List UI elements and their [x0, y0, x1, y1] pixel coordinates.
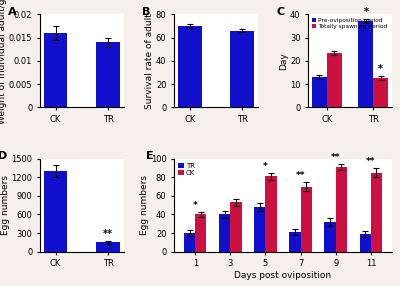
Bar	[195, 214, 206, 252]
Bar	[96, 42, 120, 107]
Y-axis label: Survival rate of adult: Survival rate of adult	[146, 13, 154, 109]
Y-axis label: Egg numbers: Egg numbers	[1, 175, 10, 235]
Bar	[327, 53, 342, 107]
Bar	[324, 222, 336, 252]
Bar	[360, 234, 371, 252]
Text: *: *	[193, 201, 198, 210]
Legend: TR, CK: TR, CK	[178, 162, 196, 177]
Bar	[336, 167, 347, 252]
Text: *: *	[363, 7, 368, 17]
Bar	[254, 207, 266, 252]
Text: E: E	[146, 151, 153, 161]
Bar	[184, 233, 195, 252]
Text: D: D	[0, 151, 7, 161]
X-axis label: Days post oviposition: Days post oviposition	[234, 271, 332, 280]
Bar	[301, 186, 312, 252]
Text: *: *	[263, 162, 268, 171]
Text: **: **	[296, 171, 305, 180]
Text: C: C	[276, 7, 284, 17]
Bar	[96, 242, 120, 252]
Bar	[178, 26, 202, 107]
Text: **: **	[103, 229, 113, 239]
Bar	[371, 172, 382, 252]
Bar	[219, 214, 230, 252]
Legend: Pre-oviposition period, Totally spawning period: Pre-oviposition period, Totally spawning…	[311, 17, 388, 30]
Y-axis label: Day: Day	[280, 52, 288, 70]
Y-axis label: Egg numbers: Egg numbers	[140, 175, 149, 235]
Text: **: **	[331, 153, 340, 162]
Text: A: A	[8, 7, 17, 17]
Bar	[230, 202, 242, 252]
Bar	[230, 31, 254, 107]
Bar	[44, 171, 68, 252]
Bar	[373, 78, 388, 107]
Text: **: **	[366, 157, 376, 166]
Bar	[358, 21, 373, 107]
Text: *: *	[378, 64, 383, 74]
Y-axis label: Weight of individual adult/g: Weight of individual adult/g	[0, 0, 7, 124]
Bar	[312, 77, 327, 107]
Bar	[44, 33, 68, 107]
Bar	[289, 232, 301, 252]
Bar	[266, 176, 277, 252]
Text: B: B	[142, 7, 151, 17]
